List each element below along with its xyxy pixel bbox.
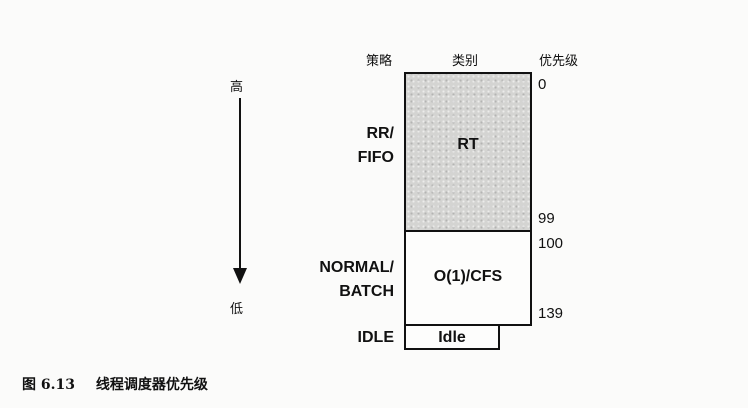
policy-batch: BATCH (339, 283, 394, 300)
header-priority: 优先级 (539, 54, 579, 69)
header-class: 类别 (452, 54, 479, 69)
priority-0: 0 (538, 76, 547, 93)
arrow-label-high: 高 (230, 80, 244, 95)
priority-100: 100 (538, 235, 564, 252)
class-box-rt: RT (404, 72, 532, 232)
class-box-cfs: O(1)/CFS (404, 230, 532, 326)
figure-title: 线程调度器优先级 (95, 377, 208, 393)
header-policy: 策略 (366, 54, 393, 69)
class-box-idle: Idle (404, 324, 500, 350)
policy-rr: RR/ (366, 125, 394, 142)
arrow-label-low: 低 (230, 302, 244, 317)
policy-rr-fifo: RR/ FIFO (358, 122, 394, 170)
policy-fifo: FIFO (357, 149, 394, 166)
figure-number: 图 6.13 (22, 377, 75, 393)
figure-caption: 图 6.13 线程调度器优先级 (22, 374, 208, 394)
class-label-cfs: O(1)/CFS (433, 268, 503, 285)
policy-normal: NORMAL/ (319, 259, 394, 276)
down-arrow-icon (233, 98, 247, 284)
priority-139: 139 (538, 305, 564, 322)
class-label-idle: Idle (438, 329, 466, 346)
policy-idle: IDLE (357, 329, 394, 346)
policy-normal-batch: NORMAL/ BATCH (319, 256, 394, 304)
class-label-rt: RT (457, 136, 479, 153)
priority-99: 99 (538, 210, 555, 227)
